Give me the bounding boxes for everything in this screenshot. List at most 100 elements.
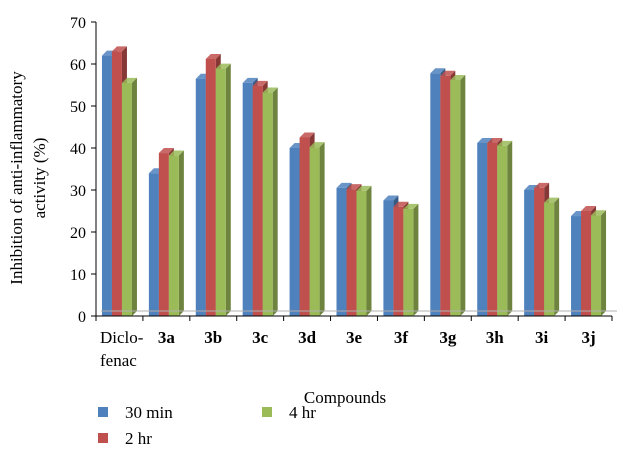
- x-tick-label: 3f: [394, 328, 409, 347]
- y-tick-label: 70: [70, 15, 86, 32]
- bar-top: [430, 68, 446, 74]
- bar-side: [366, 185, 372, 316]
- labels-layer: 0 10 20 30 40 50 60 70 Diclo-fenac 3a 3b 3c 3d 3e 3f 3g…: [70, 15, 596, 370]
- bar-top: [252, 80, 268, 86]
- bar: [148, 173, 159, 316]
- x-tick-label: 3e: [346, 328, 363, 347]
- bar: [215, 68, 226, 317]
- bar-top: [205, 53, 221, 59]
- bar-top: [534, 182, 550, 188]
- x-tick-label: 3g: [439, 328, 457, 347]
- bar-top: [111, 46, 127, 52]
- y-tick-label: 30: [70, 183, 86, 200]
- y-axis-title-line: activity (%): [30, 138, 49, 219]
- bar-side: [507, 140, 513, 316]
- x-tick-label: 3j: [581, 328, 595, 347]
- bar: [346, 189, 357, 316]
- bar-top: [121, 77, 137, 83]
- legend-swatch: [98, 433, 108, 443]
- bar-top: [393, 201, 409, 207]
- bar-top: [336, 182, 352, 188]
- bar: [356, 190, 367, 316]
- y-tick-label: 10: [70, 267, 86, 284]
- bar-top: [450, 74, 466, 80]
- bar-top: [356, 185, 372, 191]
- bar-side: [554, 197, 560, 316]
- bar: [262, 92, 273, 316]
- y-axis-title-line: Inhibition of anti-inflammatory: [7, 71, 26, 285]
- bar: [487, 142, 498, 316]
- bar-side: [131, 77, 137, 317]
- bar: [289, 148, 300, 316]
- bar: [242, 82, 253, 317]
- bar-side: [413, 203, 419, 316]
- x-tick-label: 3h: [486, 328, 505, 347]
- x-tick-label: 3c: [252, 328, 269, 347]
- bar: [403, 208, 414, 316]
- axes-layer: [91, 21, 617, 321]
- y-tick-label: 0: [78, 309, 86, 326]
- bar-side: [225, 63, 231, 317]
- bar: [309, 147, 320, 316]
- bar: [168, 155, 179, 316]
- x-axis-title: Compounds: [304, 388, 386, 407]
- bar-top: [262, 87, 278, 93]
- x-tick-label: 3b: [204, 328, 222, 347]
- x-tick-label: 3a: [158, 328, 176, 347]
- bar-top: [168, 150, 184, 156]
- x-tick-label: fenac: [100, 351, 137, 370]
- bar-side: [272, 87, 278, 316]
- bar: [393, 206, 404, 316]
- bar: [430, 73, 441, 317]
- legend-label: 2 hr: [125, 429, 152, 448]
- bar: [336, 187, 347, 316]
- bar-top: [497, 140, 513, 146]
- bar-top: [242, 77, 258, 83]
- bar: [195, 78, 206, 316]
- legend-swatch: [98, 407, 108, 417]
- x-tick-label: 3d: [298, 328, 317, 347]
- legend-label: 4 hr: [289, 403, 316, 422]
- bar-top: [346, 184, 362, 190]
- bar: [252, 85, 263, 316]
- bar-side: [601, 210, 607, 316]
- bar: [158, 153, 169, 316]
- bar: [534, 187, 545, 316]
- legend-label: 30 min: [125, 403, 173, 422]
- bar: [524, 190, 535, 316]
- bar-top: [299, 132, 315, 138]
- y-tick-label: 60: [70, 57, 86, 74]
- bar-top: [591, 210, 607, 216]
- bar: [450, 79, 461, 317]
- y-tick-label: 40: [70, 141, 86, 158]
- bar-top: [581, 206, 597, 211]
- y-axis-title: Inhibition of anti-inflammatory activity …: [7, 71, 49, 285]
- bar-top: [309, 142, 325, 148]
- bar: [591, 215, 602, 316]
- bar: [383, 200, 394, 316]
- bar: [440, 75, 451, 316]
- bar-side: [319, 142, 325, 316]
- bar-top: [215, 63, 231, 69]
- bar: [544, 202, 555, 316]
- bar-top: [487, 137, 503, 143]
- bar-top: [440, 70, 456, 76]
- bar-side: [178, 150, 184, 316]
- bar: [497, 145, 508, 316]
- bar: [111, 51, 122, 317]
- bar: [299, 137, 310, 316]
- bar-top: [544, 197, 560, 203]
- legend-swatch: [262, 407, 272, 417]
- y-tick-label: 20: [70, 225, 86, 242]
- bar: [121, 82, 132, 317]
- bar: [101, 55, 112, 316]
- bar-top: [158, 148, 174, 154]
- bar-top: [383, 195, 399, 201]
- legend: 30 min 2 hr 4 hr: [98, 403, 316, 448]
- x-tick-label: Diclo-: [100, 328, 144, 347]
- bar: [477, 142, 488, 316]
- bar: [571, 216, 582, 316]
- bars-layer: [101, 46, 607, 317]
- bar-side: [460, 74, 466, 317]
